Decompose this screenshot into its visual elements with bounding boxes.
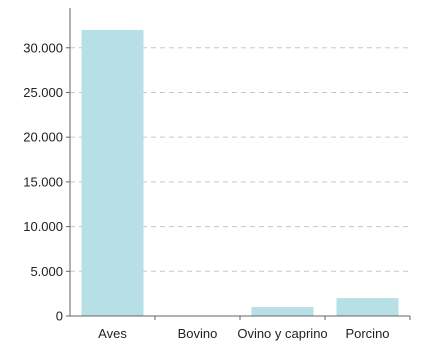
y-tick-label: 5.000 xyxy=(30,264,63,279)
bar-porcino xyxy=(336,298,399,316)
bar-ovino-y-caprino xyxy=(251,307,314,316)
y-tick-label: 25.000 xyxy=(23,85,63,100)
x-category-label: Bovino xyxy=(178,326,218,341)
y-tick-label: 15.000 xyxy=(23,174,63,189)
x-category-label: Aves xyxy=(98,326,127,341)
y-axis-ticks: 0 5.000 10.000 15.000 20.000 25.000 30.000 xyxy=(23,40,70,324)
y-tick-label: 30.000 xyxy=(23,40,63,55)
bar-aves xyxy=(81,29,144,316)
x-axis-labels: Aves Bovino Ovino y caprino Porcino xyxy=(98,316,411,341)
y-tick-label: 20.000 xyxy=(23,130,63,145)
bars xyxy=(81,29,399,316)
y-tick-label: 0 xyxy=(56,309,63,324)
x-category-label: Ovino y caprino xyxy=(237,326,327,341)
x-category-label: Porcino xyxy=(345,326,389,341)
y-tick-label: 10.000 xyxy=(23,219,63,234)
